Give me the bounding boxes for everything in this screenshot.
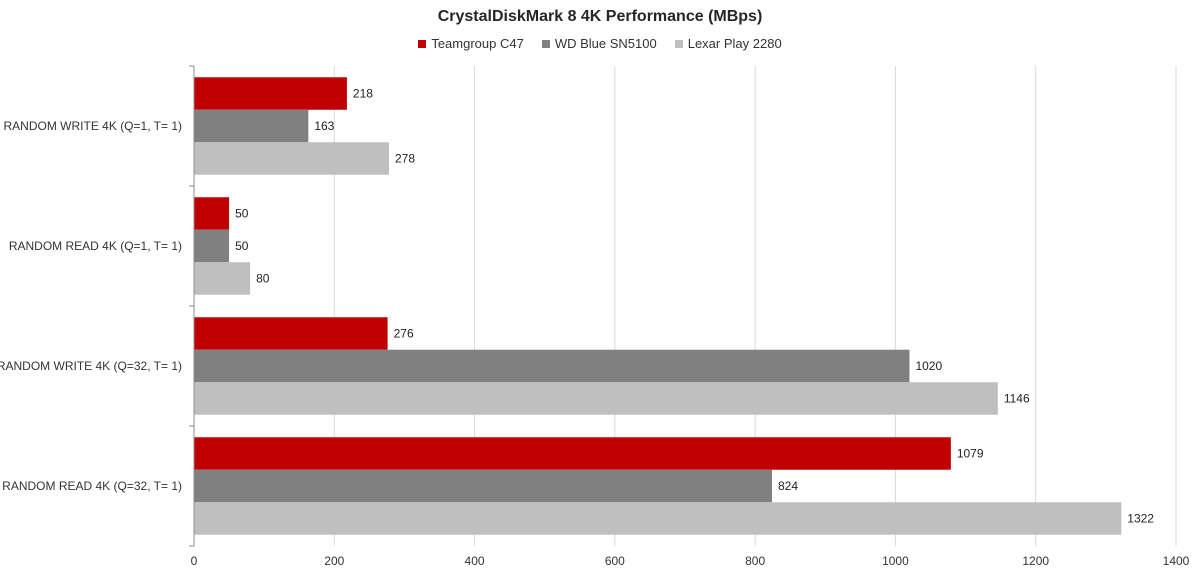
x-tick-label: 1400 [1163,554,1190,568]
data-label: 276 [394,327,414,341]
legend-label-teamgroup: Teamgroup C47 [431,36,524,51]
legend-label-wd-blue: WD Blue SN5100 [554,36,657,51]
x-tick-label: 200 [324,554,344,568]
x-tick-label: 1000 [882,554,909,568]
data-label: 1020 [915,359,942,373]
bar [194,77,347,110]
x-tick-label: 400 [465,554,485,568]
legend-swatch-wd-blue [541,39,550,48]
data-label: 1322 [1127,512,1154,526]
legend-item-teamgroup: Teamgroup C47 [418,36,524,51]
bar [194,349,910,383]
bar [194,382,998,415]
bar [194,437,951,470]
legend-item-lexar: Lexar Play 2280 [674,36,782,51]
x-tick-label: 0 [191,554,198,568]
bar [194,197,230,230]
category-label: RANDOM READ 4K (Q=32, T= 1) [2,479,182,493]
legend-swatch-teamgroup [418,39,427,48]
legend-item-wd-blue: WD Blue SN5100 [541,36,657,51]
data-label: 1146 [1004,392,1030,406]
data-label: 1079 [957,447,984,461]
data-label: 80 [256,272,270,286]
x-tick-label: 800 [745,554,765,568]
bar [194,469,772,503]
legend-swatch-lexar [674,39,683,48]
bar [194,229,230,263]
category-label: RANDOM READ 4K (Q=1, T= 1) [9,239,182,253]
chart-title: CrystalDiskMark 8 4K Performance (MBps) [437,8,763,25]
data-label: 824 [778,479,798,493]
category-label: RANDOM WRITE 4K (Q=1, T= 1) [4,119,182,133]
data-label: 163 [314,119,334,133]
bar [194,502,1122,535]
legend-label-lexar: Lexar Play 2280 [687,36,782,51]
x-tick-label: 1200 [1022,554,1049,568]
legend: Teamgroup C47 WD Blue SN5100 Lexar Play … [0,36,1200,51]
bar [194,142,389,175]
data-label: 218 [353,87,373,101]
bar [194,317,388,350]
data-label: 50 [235,207,249,221]
bar [194,109,309,143]
data-label: 50 [235,239,249,253]
bar [194,262,251,295]
category-label: RANDOM WRITE 4K (Q=32, T= 1) [0,359,182,373]
x-tick-label: 600 [605,554,625,568]
data-label: 278 [395,152,415,166]
